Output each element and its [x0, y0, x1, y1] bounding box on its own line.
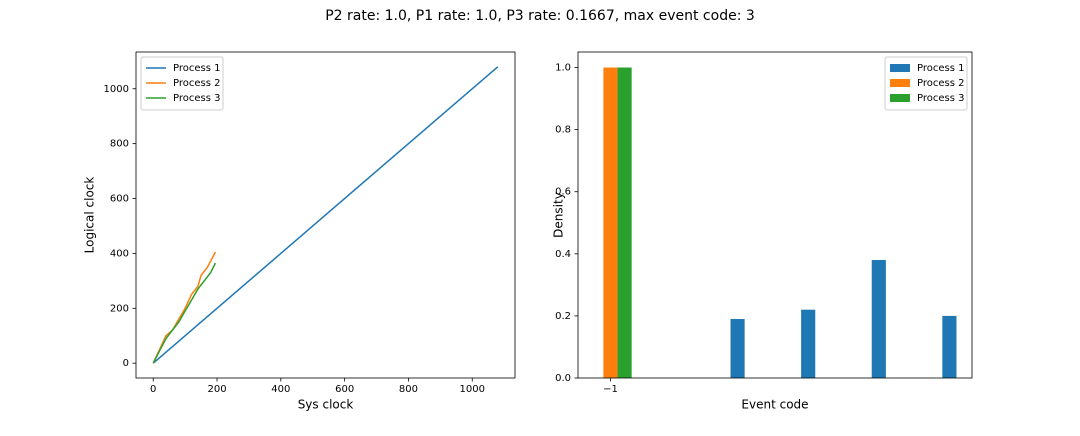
x-tick-label: 600	[335, 384, 354, 395]
x-tick-label: 800	[399, 384, 418, 395]
y-tick-label: 0.2	[555, 311, 571, 322]
y-tick-label: 600	[110, 194, 129, 205]
y-axis-label: Logical clock	[83, 177, 97, 254]
y-tick-label: 800	[110, 139, 129, 150]
legend-label: Process 2	[173, 78, 220, 89]
line	[152, 262, 217, 364]
axes-frame	[577, 51, 973, 379]
line	[152, 66, 499, 364]
bar	[730, 319, 745, 378]
y-tick-label: 1000	[104, 84, 129, 95]
legend-label: Process 1	[917, 63, 964, 74]
legend-label: Process 3	[917, 93, 964, 104]
legend-label: Process 3	[173, 93, 220, 104]
y-tick-label: 0.6	[555, 187, 571, 198]
y-tick-label: 0.4	[555, 249, 571, 260]
x-axis-label: Event code	[741, 398, 808, 412]
x-tick-label: 400	[271, 384, 290, 395]
y-tick-label: 0.0	[555, 373, 571, 384]
legend-label: Process 1	[173, 63, 220, 74]
y-tick-label: 0.8	[555, 125, 571, 136]
legend-swatch	[890, 64, 910, 72]
x-tick-label: 200	[207, 384, 226, 395]
legend-swatch	[890, 94, 910, 102]
legend-swatch	[890, 79, 910, 87]
bar	[942, 315, 957, 378]
legend-label: Process 2	[917, 78, 964, 89]
bar	[871, 260, 886, 378]
y-axis-label: Density	[552, 192, 566, 238]
y-tick-label: 1.0	[555, 63, 571, 74]
figure-title: P2 rate: 1.0, P1 rate: 1.0, P3 rate: 0.1…	[325, 8, 755, 24]
y-tick-label: 200	[110, 303, 129, 314]
line	[152, 251, 217, 364]
x-tick-label: 1000	[460, 384, 485, 395]
bar	[603, 67, 618, 379]
axes-frame	[135, 51, 516, 379]
x-tick-label: −1	[603, 384, 618, 395]
y-tick-label: 0	[123, 358, 129, 369]
legend-box	[140, 56, 224, 111]
y-tick-label: 400	[110, 248, 129, 259]
bar	[617, 67, 632, 379]
x-axis-label: Sys clock	[298, 398, 354, 412]
bar	[801, 309, 816, 378]
x-tick-label: 0	[150, 384, 156, 395]
